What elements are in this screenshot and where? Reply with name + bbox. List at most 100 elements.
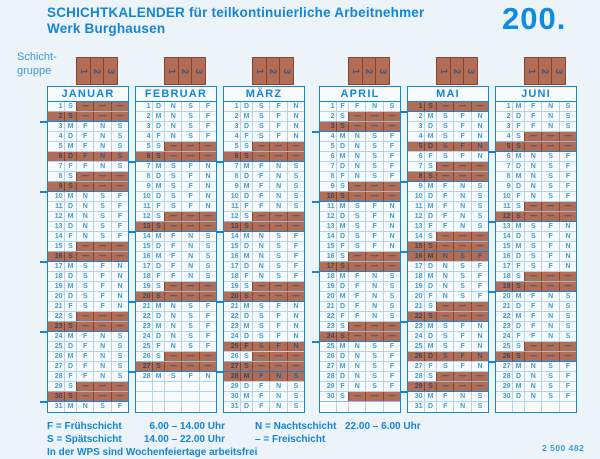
- day-row: 4 S — — —: [496, 132, 576, 142]
- weekday-letter: M: [240, 112, 252, 121]
- shift-cell: —: [181, 142, 199, 151]
- month-title: FEBRUAR: [136, 87, 216, 102]
- day-row: 21 D F N S: [496, 302, 576, 312]
- day-number: 21: [414, 303, 423, 310]
- weekday-letter: [152, 392, 164, 401]
- shift-cell: S: [93, 232, 110, 241]
- shift-cell: F: [524, 312, 541, 321]
- shift-cell: —: [269, 282, 287, 291]
- shift-cell: S: [164, 172, 181, 181]
- day-row: 27 F S F N: [408, 362, 488, 372]
- weekday-letter: M: [240, 392, 252, 401]
- shift-cell: —: [365, 182, 383, 191]
- shift-cell: S: [541, 382, 558, 391]
- shift-cell: N: [348, 342, 365, 351]
- day-number: 19: [230, 283, 239, 290]
- shift-cell: F: [558, 182, 576, 191]
- shift-cell: —: [164, 292, 181, 301]
- shift-cell: N: [110, 272, 128, 281]
- weekday-letter: D: [336, 232, 348, 241]
- day-row: [320, 402, 400, 412]
- weekday-letter: D: [424, 122, 436, 131]
- day-row: 22 M F N S: [496, 312, 576, 322]
- shift-cell: S: [470, 222, 488, 231]
- shift-cell: F: [198, 322, 216, 331]
- day-number: 24: [54, 333, 63, 340]
- day-row: 14 D S F N: [496, 232, 576, 242]
- shift-cell: F: [436, 182, 453, 191]
- day-row: 10 D F N S: [224, 192, 304, 202]
- day-number: 1: [418, 103, 423, 110]
- day-row: 25 F S F N: [224, 342, 304, 352]
- shift-cell: F: [453, 352, 470, 361]
- day-row: 15 S — — —: [400, 242, 488, 253]
- weekday-letter: S: [152, 362, 164, 371]
- weekday-letter: M: [424, 252, 436, 261]
- weekday-letter: D: [240, 172, 252, 181]
- shift-cell: N: [93, 142, 110, 151]
- shift-cell: N: [558, 262, 576, 271]
- weekday-letter: D: [512, 112, 524, 121]
- day-number: 31: [230, 403, 239, 410]
- day-number: 18: [414, 273, 423, 280]
- shift-cell: —: [93, 112, 110, 121]
- shift-cell: F: [436, 392, 453, 401]
- weekday-letter: M: [336, 222, 348, 231]
- shift-cell: N: [558, 242, 576, 251]
- legend-nachtschicht-time: 22.00 – 6.00 Uhr: [345, 421, 421, 432]
- shift-cell: [164, 392, 181, 401]
- day-number: 16: [326, 253, 335, 260]
- shift-group-number: 1: [349, 68, 361, 74]
- day-row: 12 D S F N: [320, 212, 400, 222]
- shift-cell: F: [436, 202, 453, 211]
- shift-cell: N: [524, 172, 541, 181]
- day-row: 20 D S F N: [48, 292, 128, 302]
- shift-cell: S: [436, 122, 453, 131]
- day-row: 28 D N S F: [496, 372, 576, 382]
- shift-cell: N: [93, 342, 110, 351]
- shift-cell: F: [453, 362, 470, 371]
- day-row: 5 S — — —: [224, 142, 304, 152]
- shift-cell: S: [382, 272, 400, 281]
- day-number: [136, 382, 152, 391]
- shift-cell: F: [164, 262, 181, 271]
- shift-cell: —: [269, 152, 286, 161]
- shift-cell: —: [348, 182, 366, 191]
- day-number: 7: [330, 163, 335, 170]
- day-number: 12: [502, 213, 511, 220]
- weekday-letter: S: [152, 152, 164, 161]
- day-row: 27 M N S F: [320, 362, 400, 372]
- shift-cell: S: [252, 312, 269, 321]
- shift-cell: S: [453, 292, 470, 301]
- day-row: 24 F F N S: [496, 332, 576, 342]
- day-number: 7: [506, 163, 511, 170]
- shift-cell: F: [365, 212, 382, 221]
- shift-cell: F: [76, 342, 93, 351]
- shift-cell: N: [76, 402, 93, 412]
- shift-cell: —: [558, 272, 576, 281]
- day-number: 21: [326, 303, 335, 310]
- shift-cell: S: [365, 142, 382, 151]
- weekday-letter: [336, 402, 348, 412]
- shift-cell: N: [470, 352, 488, 361]
- shift-cell: N: [524, 362, 541, 371]
- day-number: 12: [54, 213, 63, 220]
- legend: F = Frühschicht 6.00 – 14.00 Uhr N = Nac…: [47, 421, 527, 459]
- weekday-letter: D: [240, 102, 252, 111]
- shift-cell: S: [181, 302, 198, 311]
- shift-cell: S: [286, 392, 304, 401]
- shift-cell: S: [286, 202, 304, 211]
- weekday-letter: M: [64, 332, 76, 341]
- shift-cell: [365, 402, 382, 412]
- shift-cell: F: [76, 162, 93, 171]
- shift-cell: —: [470, 312, 488, 321]
- weekday-letter: S: [512, 282, 524, 291]
- day-row: 10 D S F N: [136, 192, 216, 202]
- day-row: 20 S — — —: [128, 292, 216, 303]
- shift-cell: N: [470, 152, 488, 161]
- shift-cell: F: [110, 192, 128, 201]
- day-row: 25 S — — —: [496, 342, 576, 352]
